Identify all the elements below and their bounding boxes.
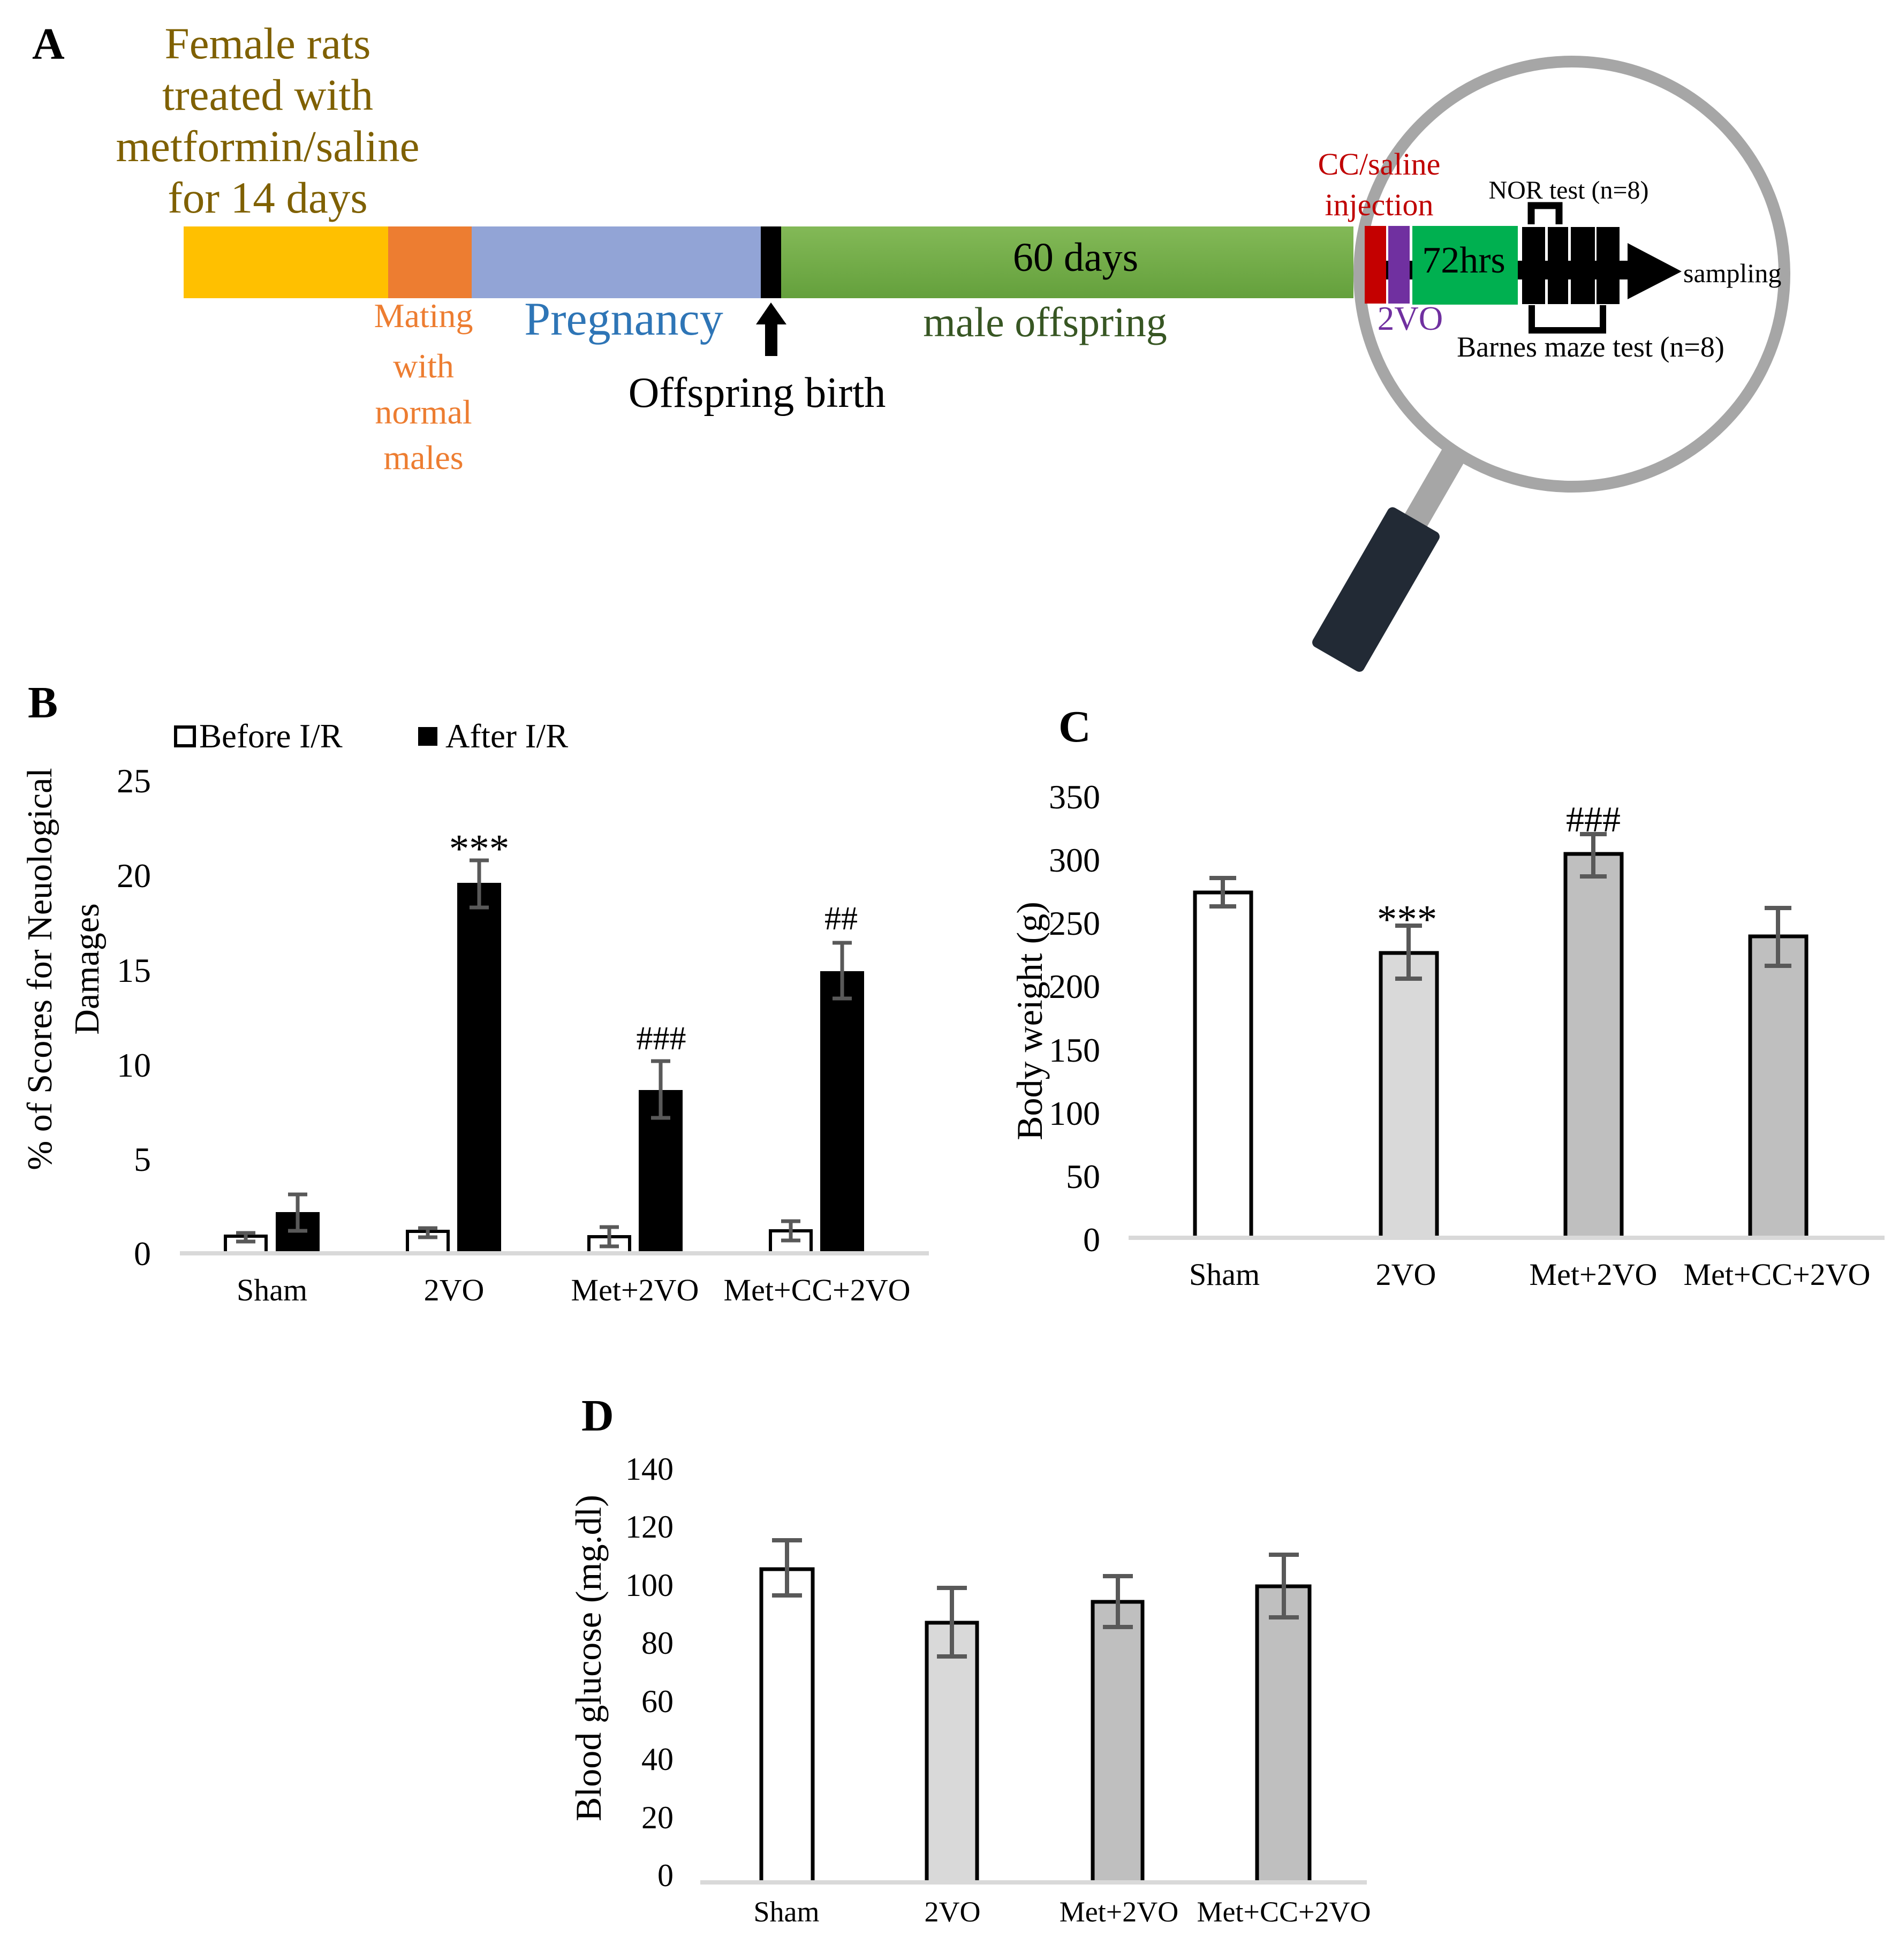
svg-text:0: 0: [657, 1858, 674, 1893]
svg-text:Mating: Mating: [374, 297, 473, 335]
svg-text:0: 0: [134, 1235, 151, 1273]
svg-text:normal: normal: [375, 393, 472, 431]
svg-text:Blood glucose (mg.dl): Blood glucose (mg.dl): [568, 1495, 609, 1821]
svg-text:After I/R: After I/R: [445, 717, 568, 755]
svg-text:Met+2VO: Met+2VO: [1530, 1257, 1658, 1292]
svg-text:25: 25: [117, 762, 151, 800]
svg-text:Sham: Sham: [1189, 1257, 1260, 1292]
svg-text:Met+CC+2VO: Met+CC+2VO: [1684, 1257, 1871, 1292]
svg-text:C: C: [1058, 702, 1091, 752]
svg-text:CC/saline: CC/saline: [1318, 147, 1441, 181]
svg-text:Body weight (g): Body weight (g): [1009, 902, 1050, 1140]
svg-text:Met+CC+2VO: Met+CC+2VO: [724, 1273, 911, 1307]
svg-text:sampling: sampling: [1683, 258, 1781, 288]
svg-text:Offspring birth: Offspring birth: [629, 369, 886, 417]
svg-text:80: 80: [641, 1625, 674, 1661]
svg-text:###: ###: [1566, 799, 1621, 839]
svg-text:15: 15: [117, 951, 151, 989]
svg-text:###: ###: [637, 1020, 686, 1057]
svg-text:***: ***: [449, 827, 510, 871]
svg-text:Sham: Sham: [753, 1896, 819, 1928]
svg-text:150: 150: [1049, 1031, 1100, 1069]
svg-text:0: 0: [1083, 1221, 1100, 1259]
svg-text:250: 250: [1049, 904, 1100, 942]
svg-text:Damages: Damages: [67, 903, 107, 1035]
svg-text:20: 20: [641, 1800, 674, 1835]
svg-text:350: 350: [1049, 778, 1100, 816]
svg-text:with: with: [393, 347, 454, 385]
svg-text:A: A: [32, 19, 65, 69]
svg-text:injection: injection: [1325, 187, 1434, 222]
svg-text:% of Scores for Neuological: % of Scores for Neuological: [20, 768, 59, 1170]
svg-text:NOR test (n=8): NOR test (n=8): [1488, 176, 1648, 205]
svg-text:300: 300: [1049, 841, 1100, 879]
svg-text:males: males: [383, 438, 463, 476]
svg-text:treated with: treated with: [162, 70, 373, 119]
svg-text:2VO: 2VO: [424, 1273, 485, 1307]
svg-text:for 14 days: for 14 days: [168, 173, 367, 222]
svg-text:Before I/R: Before I/R: [199, 717, 343, 755]
svg-text:##: ##: [824, 900, 858, 937]
svg-text:Female rats: Female rats: [165, 19, 371, 68]
svg-text:Met+2VO: Met+2VO: [571, 1273, 699, 1307]
svg-text:20: 20: [117, 857, 151, 895]
svg-text:60 days: 60 days: [1013, 235, 1138, 280]
svg-text:D: D: [581, 1391, 614, 1441]
svg-text:140: 140: [625, 1451, 674, 1487]
svg-text:Barnes maze test (n=8): Barnes maze test (n=8): [1457, 331, 1724, 363]
svg-text:B: B: [28, 678, 58, 728]
svg-text:male offspring: male offspring: [923, 299, 1167, 345]
svg-text:200: 200: [1049, 967, 1100, 1005]
svg-text:120: 120: [625, 1509, 674, 1545]
svg-text:50: 50: [1066, 1157, 1100, 1195]
svg-text:2VO: 2VO: [925, 1896, 981, 1928]
svg-text:100: 100: [1049, 1094, 1100, 1132]
svg-text:72hrs: 72hrs: [1422, 240, 1505, 281]
svg-text:Sham: Sham: [237, 1273, 307, 1307]
svg-text:***: ***: [1377, 897, 1438, 942]
svg-text:2VO: 2VO: [1378, 300, 1443, 337]
svg-text:60: 60: [641, 1684, 674, 1719]
svg-text:5: 5: [134, 1140, 151, 1178]
svg-text:metformin/saline: metformin/saline: [116, 122, 419, 171]
svg-text:Pregnancy: Pregnancy: [524, 293, 723, 345]
svg-text:10: 10: [117, 1046, 151, 1084]
svg-text:40: 40: [641, 1742, 674, 1777]
svg-text:Met+CC+2VO: Met+CC+2VO: [1197, 1896, 1371, 1928]
svg-text:100: 100: [625, 1568, 674, 1603]
svg-text:Met+2VO: Met+2VO: [1060, 1896, 1178, 1928]
svg-text:2VO: 2VO: [1376, 1257, 1436, 1292]
